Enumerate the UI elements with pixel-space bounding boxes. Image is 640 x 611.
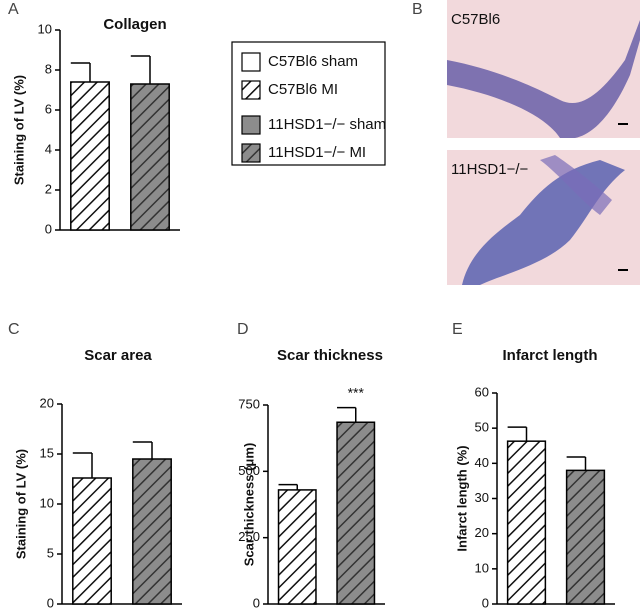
y-axis-label: Scar thickness (μm) — [241, 443, 256, 567]
bar — [506, 440, 547, 605]
bar — [72, 477, 112, 605]
y-tick-label: 2 — [45, 181, 52, 196]
y-axis-label: Staining of LV (%) — [13, 449, 28, 559]
micrograph-label: C57Bl6 — [451, 11, 500, 28]
y-tick-label: 0 — [45, 221, 52, 236]
y-tick-label: 250 — [238, 529, 260, 544]
legend-label: C57Bl6 MI — [268, 81, 338, 98]
legend-swatch — [241, 52, 261, 72]
bar — [130, 83, 170, 231]
bar — [336, 421, 376, 605]
chart-title: Infarct length — [502, 347, 597, 364]
y-tick-label: 8 — [45, 61, 52, 76]
legend-swatch — [241, 143, 261, 163]
annotation: *** — [348, 384, 365, 400]
y-tick-label: 40 — [475, 455, 489, 470]
y-tick-label: 750 — [238, 396, 260, 411]
y-tick-label: 0 — [482, 595, 489, 610]
bar — [277, 489, 317, 605]
legend-label: 11HSD1−/− MI — [268, 144, 366, 161]
y-tick-label: 20 — [475, 525, 489, 540]
micrograph-label: 11HSD1−/− — [451, 161, 529, 178]
tissue — [447, 20, 640, 138]
panel-label: E — [452, 321, 463, 338]
bar — [565, 469, 606, 605]
chart-title: Collagen — [103, 16, 166, 33]
y-tick-label: 30 — [475, 490, 489, 505]
y-axis-label: Infarct length (%) — [454, 445, 469, 551]
y-tick-label: 0 — [47, 595, 54, 610]
y-axis-label: Staining of LV (%) — [11, 75, 26, 185]
y-tick-label: 0 — [253, 595, 260, 610]
y-tick-label: 20 — [40, 395, 54, 410]
y-tick-label: 5 — [47, 545, 54, 560]
y-tick-label: 50 — [475, 420, 489, 435]
y-tick-label: 500 — [238, 463, 260, 478]
bar — [132, 458, 172, 605]
panel-label: D — [237, 321, 249, 338]
y-tick-label: 4 — [45, 141, 52, 156]
legend-swatch — [241, 80, 261, 100]
panel-label: A — [8, 1, 19, 18]
y-tick-label: 10 — [40, 495, 54, 510]
panel-label: C — [8, 321, 20, 338]
micrographs: C57Bl6 11HSD1−/− B — [412, 0, 640, 285]
bar — [70, 81, 110, 231]
y-tick-label: 10 — [38, 21, 52, 36]
y-tick-label: 6 — [45, 101, 52, 116]
chart-title: Scar thickness — [277, 347, 383, 364]
y-tick-label: 60 — [475, 384, 489, 399]
tissue — [540, 155, 612, 215]
legend-box — [231, 41, 386, 166]
legend-label: C57Bl6 sham — [268, 53, 358, 70]
panel-label: B — [412, 1, 423, 18]
y-tick-label: 15 — [40, 445, 54, 460]
legend-swatch — [241, 115, 261, 135]
legend-label: 11HSD1−/− sham — [268, 116, 386, 133]
chart-title: Scar area — [84, 347, 152, 364]
y-tick-label: 10 — [475, 560, 489, 575]
